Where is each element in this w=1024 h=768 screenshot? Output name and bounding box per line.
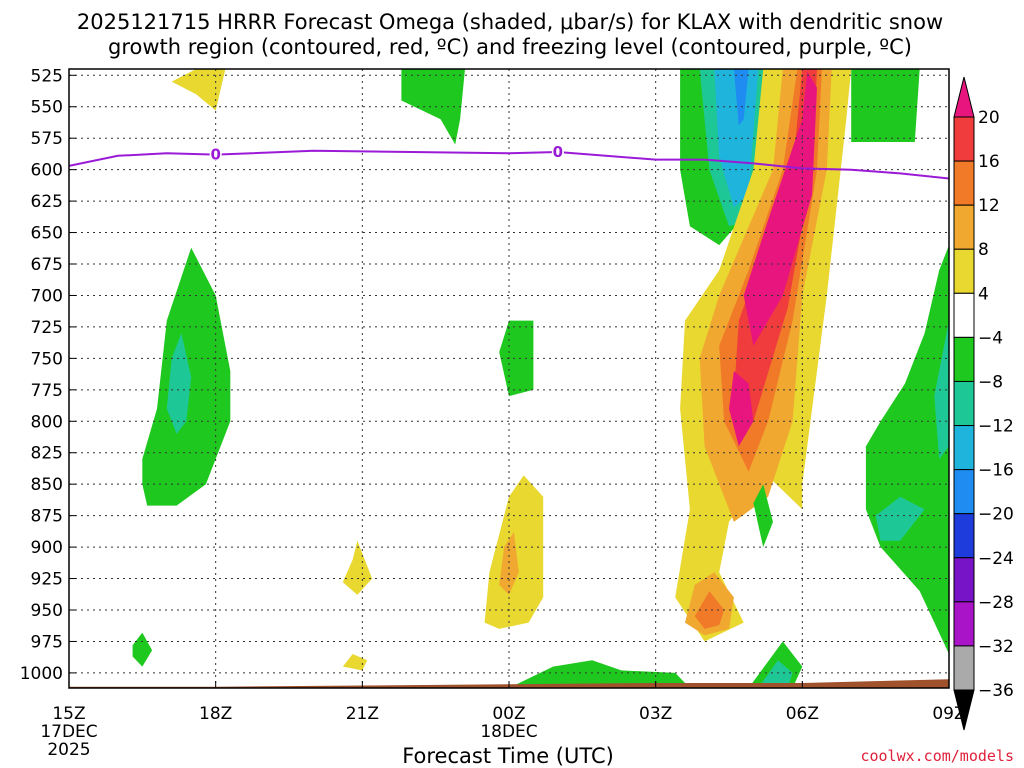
colorbar-box <box>953 380 975 427</box>
colorbar-level-label: 12 <box>978 196 1000 216</box>
region-right-lower-teal <box>875 496 925 541</box>
y-tick-label: 600 <box>31 161 63 181</box>
credit-text: coolwx.com/models <box>860 747 1014 765</box>
freezing-label-bg <box>551 144 564 159</box>
region-mid-green-blob <box>499 320 534 397</box>
y-tick-label: 675 <box>31 255 63 275</box>
colorbar-box <box>953 116 975 162</box>
y-tick-label: 900 <box>31 538 63 558</box>
region-main-magenta-core <box>743 71 817 346</box>
colorbar-level-label: −36 <box>978 681 1014 701</box>
omega-colorbar: 20 16 12 8 4 −4 −8 −12 −16 −20 −24 −28 −32 −36 <box>953 76 1014 731</box>
x-tick-label: 15Z <box>52 704 85 724</box>
y-tick-label: 550 <box>31 98 63 118</box>
x-tick-label: 03Z <box>639 704 672 724</box>
x-tick-label: 00Z <box>492 704 525 724</box>
y-tick-label: 850 <box>31 475 63 495</box>
y-tick-label: 1000 <box>20 664 63 684</box>
y-tick-label: 700 <box>31 286 63 306</box>
y-tick-label: 575 <box>31 129 63 149</box>
region-lower-orange-blob <box>694 591 725 629</box>
y-tick-label: 800 <box>31 412 63 432</box>
y-axis-pressure-ticks: 525 550 575 600 625 650 675 700 725 750 775 800 825 8… <box>20 66 76 684</box>
colorbar-box <box>953 248 975 294</box>
freezing-level-label: 0 <box>210 146 220 164</box>
x-tick-label: 21Z <box>346 704 379 724</box>
colorbar-level-label: 4 <box>978 284 989 304</box>
region-right-blue-block <box>733 69 749 126</box>
region-upper-right-green-block <box>851 69 920 142</box>
y-tick-label: 650 <box>31 224 63 244</box>
region-small-green-dot <box>132 632 153 667</box>
y-tick-label: 750 <box>31 349 63 369</box>
colorbar-box <box>953 336 975 382</box>
colorbar-level-label: −16 <box>978 461 1014 481</box>
region-upper-yellow-blob <box>171 69 226 111</box>
colorbar-box <box>953 292 975 338</box>
region-small-yellow-low <box>342 654 368 671</box>
colorbar-level-label: 20 <box>978 108 1000 128</box>
freezing-label-bg <box>209 146 222 161</box>
title-line-1: 2025121715 HRRR Forecast Omega (shaded, … <box>77 10 943 34</box>
colorbar-box <box>953 513 975 559</box>
region-right-edge-teal <box>934 320 949 459</box>
colorbar-level-label: −24 <box>978 549 1014 569</box>
colorbar-box <box>953 204 975 250</box>
y-tick-label: 775 <box>31 381 63 401</box>
y-tick-label: 825 <box>31 444 63 464</box>
colorbar-box <box>953 601 975 647</box>
y-tick-label: 525 <box>31 66 63 86</box>
colorbar-level-label: −12 <box>978 417 1014 437</box>
omega-shaded-regions <box>132 69 949 688</box>
y-tick-label: 925 <box>31 570 63 590</box>
region-lower-teal-triangle <box>758 660 793 688</box>
x-tick-label: 18Z <box>199 704 232 724</box>
x-axis-label: Forecast Time (UTC) <box>402 744 614 768</box>
terrain-strip <box>69 679 949 688</box>
x-tick-label: 09Z <box>932 704 965 724</box>
colorbar-box <box>953 469 975 515</box>
colorbar-level-label: −20 <box>978 505 1014 525</box>
colorbar-box <box>953 425 975 471</box>
colorbar-top-triangle <box>953 76 975 118</box>
colorbar-box <box>953 160 975 206</box>
colorbar-bottom-triangle <box>953 689 975 731</box>
colorbar-box <box>953 557 975 603</box>
colorbar-level-label: −8 <box>978 372 1003 392</box>
terrain-surface <box>69 679 949 688</box>
region-orange-blob-00z <box>499 532 519 595</box>
x-tick-year: 2025 <box>47 740 90 760</box>
y-tick-label: 950 <box>31 601 63 621</box>
colorbar-level-label: −4 <box>978 328 1003 348</box>
y-tick-label: 625 <box>31 192 63 212</box>
colorbar-level-label: −28 <box>978 593 1014 613</box>
colorbar-level-label: 16 <box>978 152 1000 172</box>
x-tick-label: 06Z <box>786 704 819 724</box>
y-tick-label: 975 <box>31 632 63 652</box>
colorbar-box <box>953 645 975 691</box>
region-lower-green-strip <box>460 660 690 688</box>
region-small-yellow-mid <box>342 540 373 595</box>
region-upper-green-blob <box>401 69 465 145</box>
y-tick-label: 875 <box>31 507 63 527</box>
y-tick-label: 725 <box>31 318 63 338</box>
region-small-green-pillar <box>753 484 773 548</box>
region-right-lower-green <box>865 245 949 654</box>
colorbar-level-label: −32 <box>978 637 1014 657</box>
gridlines <box>69 69 949 688</box>
x-tick-date: 17DEC <box>40 722 97 742</box>
x-tick-date: 18DEC <box>480 722 537 742</box>
freezing-level-label: 0 <box>553 143 563 161</box>
title-line-2: growth region (contoured, red, ºC) and f… <box>108 35 912 59</box>
colorbar-level-label: 8 <box>978 240 989 260</box>
